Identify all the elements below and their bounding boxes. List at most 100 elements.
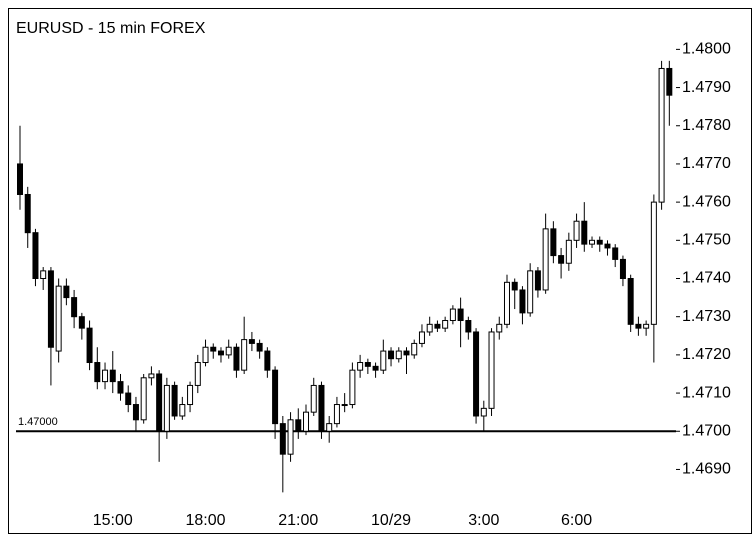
candle-body [542,228,549,291]
candle-body [125,392,132,406]
candle-body [148,373,155,379]
candle-body [217,350,224,356]
candle-body [388,350,395,360]
candle-body [32,232,39,280]
candle-body [17,163,23,195]
candle-body [318,384,325,432]
y-tick-label: 1.4780 [682,117,731,134]
candle-body [364,362,371,367]
candle-body [24,193,31,234]
chart-title: EURUSD - 15 min FOREX [16,20,206,37]
candle-body [619,258,626,280]
candle-body [140,377,147,421]
candle-body [604,243,611,249]
y-tick-label: 1.4710 [682,384,731,401]
candle-body [248,339,255,344]
y-tick-label: 1.4750 [682,232,731,249]
candle-body [372,365,379,371]
candle-body [264,350,271,371]
y-tick-label: 1.4760 [682,193,731,210]
candle-body [310,384,317,413]
candle-body [488,331,495,409]
candle-body [47,270,54,348]
y-tick-label: 1.4770 [682,155,731,172]
candle-body [403,350,410,356]
candle-body [241,339,248,371]
candle-body [581,220,588,245]
candle-body [179,404,186,417]
candle-body [627,278,634,325]
candle-body [558,255,565,264]
candle-body [480,407,487,417]
candle-body [333,404,340,425]
candle-body [94,362,101,383]
candle-body [666,67,673,96]
candle-body [349,369,356,406]
candle-body [256,342,263,352]
candle-body [643,323,650,329]
candle-body [132,404,139,421]
candle-body [442,320,449,329]
candle-body [40,270,47,280]
candle-body [418,331,425,344]
candle-body [171,384,178,417]
candle-body [612,247,619,260]
candle-body [550,228,557,257]
candle-body [109,369,116,383]
x-tick-label: 3:00 [468,512,499,529]
candle-body [380,350,387,371]
candle-body [434,323,441,329]
candle-body [156,373,163,432]
candle-body [71,297,78,318]
y-tick-label: 1.4800 [682,41,731,58]
candle-body [658,67,665,203]
candle-body [457,308,464,322]
x-tick-label: 15:00 [93,512,133,529]
candle-body [650,201,657,325]
candle-body [287,419,294,455]
candle-body [496,323,503,333]
candle-body [395,350,402,360]
x-tick-label: 6:00 [561,512,592,529]
candle-body [279,423,286,455]
candle-body [635,323,642,329]
candle-body [63,285,70,299]
candle-body [519,289,526,314]
candle-body [117,381,124,394]
candle-body [202,346,209,364]
x-tick-label: 21:00 [278,512,318,529]
frame [8,8,752,534]
candle-body [573,220,580,241]
candle-body [55,285,62,352]
candle-body [511,281,518,291]
y-tick-label: 1.4700 [682,422,731,439]
reference-label: 1.47000 [18,416,58,428]
candle-body [210,346,217,352]
candle-body [357,362,364,371]
candle-body [341,404,348,407]
y-tick-label: 1.4730 [682,308,731,325]
candle-body [86,327,93,364]
y-tick-label: 1.4740 [682,270,731,287]
candle-body [534,270,541,291]
candle-body [102,369,109,383]
candle-body [326,423,333,432]
candle-body [565,239,572,264]
candle-body [225,346,232,356]
candle-body [503,281,510,325]
y-tick-label: 1.4720 [682,346,731,363]
x-tick-label: 10/29 [371,512,411,529]
candle-body [295,419,302,432]
candle-body [187,384,194,406]
candle-body [272,369,279,425]
candle-body [163,384,170,432]
y-tick-label: 1.4690 [682,461,731,478]
candle-body [78,316,85,329]
candle-body [473,331,480,417]
candle-body [194,362,201,386]
candle-body [449,308,456,322]
candle-body [411,342,418,356]
candle-body [589,239,596,245]
candle-body [426,323,433,333]
